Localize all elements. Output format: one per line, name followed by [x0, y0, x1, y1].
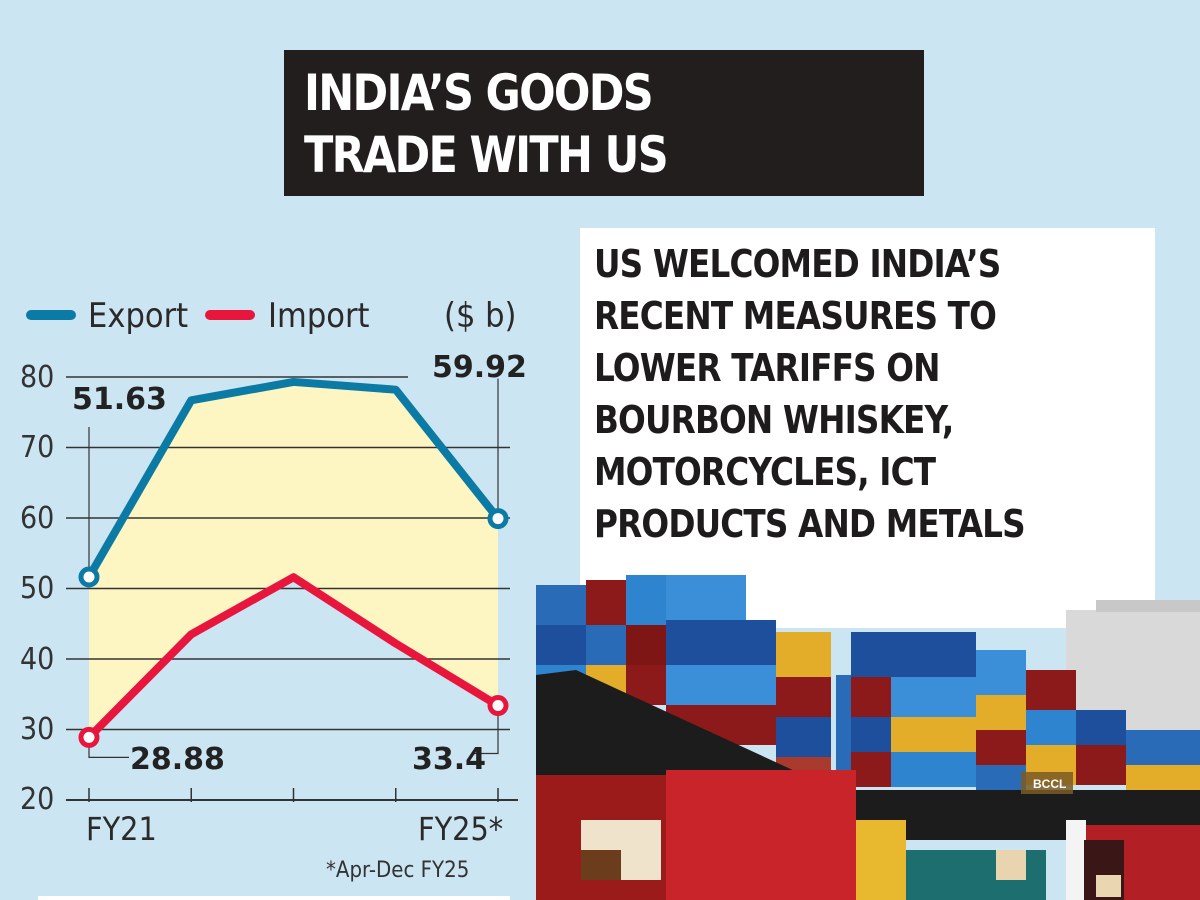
chart-title-box: INDIA’S GOODS TRADE WITH US [284, 50, 924, 196]
import-end-value: 33.4 [412, 742, 487, 777]
x-label-last: FY25* [418, 810, 504, 848]
unit-label: ($ b) [444, 296, 517, 336]
note-line: PRODUCTS AND METALS [594, 502, 1026, 546]
y-tick: 70 [20, 430, 55, 465]
note-line: LOWER TARIFFS ON [594, 346, 941, 390]
footnote: *Apr-Dec FY25 [326, 858, 470, 883]
note-line: MOTORCYCLES, ICT [594, 450, 936, 494]
legend-export-label: Export [88, 296, 189, 336]
note-line: BOURBON WHISKEY, [594, 398, 954, 442]
export-marker [78, 566, 100, 588]
trade-line-chart: Export Import ($ b) 80 70 60 50 40 30 20… [0, 280, 540, 900]
note-line: RECENT MEASURES TO [594, 294, 997, 338]
x-label-first: FY21 [86, 810, 157, 848]
legend-import-label: Import [268, 296, 370, 336]
photo-credit: BCCL [1033, 777, 1066, 791]
note-panel: US WELCOMED INDIA’S RECENT MEASURES TO L… [580, 228, 1155, 628]
plot-area [66, 376, 518, 802]
container-stack-right [836, 632, 1200, 790]
y-tick: 60 [20, 501, 55, 536]
export-line [85, 377, 502, 580]
export-start-value: 51.63 [72, 382, 167, 417]
note-line: US WELCOMED INDIA’S [594, 242, 1001, 286]
area-fill [89, 381, 498, 738]
import-start-value: 28.88 [130, 742, 225, 777]
export-end-value: 59.92 [432, 350, 527, 385]
import-marker [487, 695, 509, 717]
port-containers-illustration: BCCL [536, 575, 1200, 900]
bottom-strip [38, 896, 510, 900]
title-line-1: INDIA’S GOODS [304, 64, 654, 122]
import-marker [78, 726, 100, 748]
import-line [86, 573, 501, 741]
y-tick: 80 [20, 360, 55, 395]
y-tick: 40 [20, 642, 55, 677]
legend-export-swatch [26, 310, 76, 320]
export-marker [487, 508, 509, 530]
title-line-2: TRADE WITH US [304, 126, 669, 184]
y-tick: 50 [20, 571, 55, 606]
y-tick: 30 [20, 712, 55, 747]
legend-import-swatch [205, 310, 255, 320]
y-tick: 20 [20, 782, 55, 817]
